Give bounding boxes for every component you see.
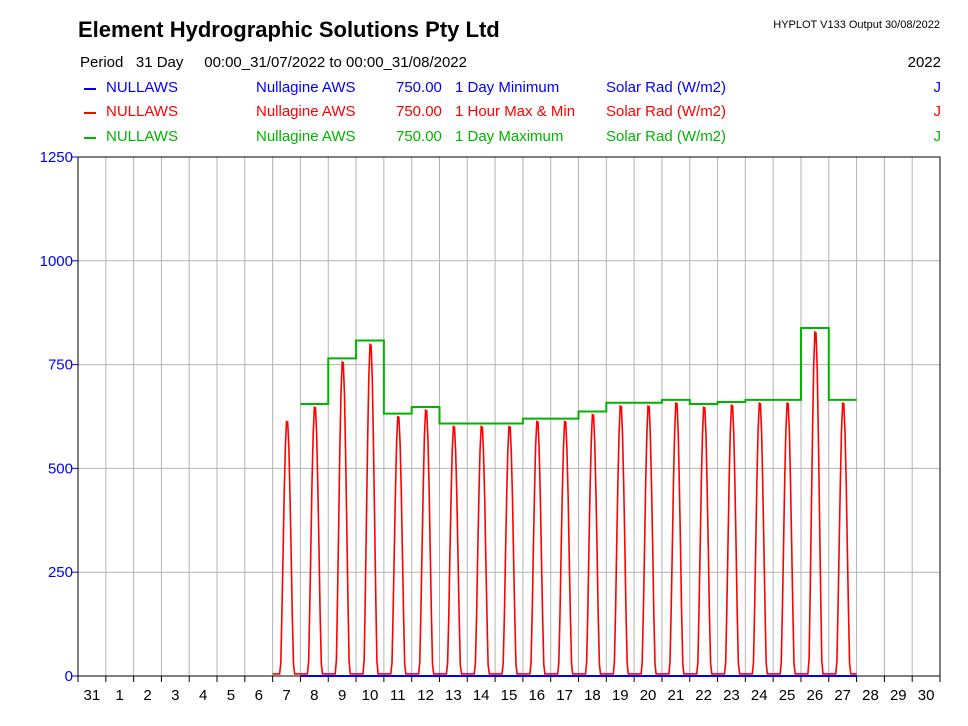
x-tick-label: 20 xyxy=(640,687,657,704)
legend-swatch xyxy=(84,137,96,139)
x-tick-label: 6 xyxy=(255,687,263,704)
x-tick-label: 22 xyxy=(695,687,712,704)
y-tick-label: 1000 xyxy=(40,253,73,270)
output-version: HYPLOT V133 Output 30/08/2022 xyxy=(773,19,940,31)
y-tick-label: 750 xyxy=(48,357,73,374)
legend-station: NULLAWS xyxy=(106,79,178,96)
x-tick-label: 17 xyxy=(556,687,573,704)
legend-parameter: Solar Rad (W/m2) xyxy=(606,79,727,96)
x-tick-label: 30 xyxy=(918,687,935,704)
x-tick-label: 12 xyxy=(417,687,434,704)
x-tick-label: 15 xyxy=(501,687,518,704)
x-tick-label: 3 xyxy=(171,687,179,704)
legend-variable: 750.00 xyxy=(396,103,442,120)
x-tick-label: 21 xyxy=(667,687,684,704)
legend-variable: 750.00 xyxy=(396,79,442,96)
period-range: 00:00_31/07/2022 to 00:00_31/08/2022 xyxy=(204,54,467,71)
legend-aggregation: 1 Hour Max & Min xyxy=(455,103,576,120)
x-tick-label: 29 xyxy=(890,687,907,704)
legend-variable: 750.00 xyxy=(396,128,442,145)
x-tick-label: 1 xyxy=(116,687,124,704)
x-tick-label: 26 xyxy=(807,687,824,704)
chart-title: Element Hydrographic Solutions Pty Ltd xyxy=(78,17,500,42)
legend-row-hourly: NULLAWS Nullagine AWS 750.00 1 Hour Max … xyxy=(0,103,968,123)
x-tick-label: 31 xyxy=(84,687,101,704)
series-daily-maximum xyxy=(300,327,857,425)
x-tick-label: 8 xyxy=(310,687,318,704)
legend-swatch xyxy=(84,112,96,114)
legend-aggregation: 1 Day Minimum xyxy=(455,79,560,96)
x-tick-label: 14 xyxy=(473,687,490,704)
x-tick-label: 25 xyxy=(779,687,796,704)
y-tick-label: 1250 xyxy=(40,149,73,166)
x-tick-label: 5 xyxy=(227,687,235,704)
x-tick-label: 23 xyxy=(723,687,740,704)
legend-parameter: Solar Rad (W/m2) xyxy=(606,103,727,120)
legend-flag: J xyxy=(933,79,942,96)
y-tick-label: 0 xyxy=(65,668,73,685)
period-label: Period 31 Day xyxy=(80,54,184,71)
series-hourly-max-min xyxy=(272,330,857,675)
grid xyxy=(78,156,940,677)
legend-row-minimum: NULLAWS Nullagine AWS 750.00 1 Day Minim… xyxy=(0,79,968,99)
x-tick-label: 27 xyxy=(834,687,851,704)
legend-site: Nullagine AWS xyxy=(256,128,356,145)
x-tick-label: 10 xyxy=(362,687,379,704)
legend-parameter: Solar Rad (W/m2) xyxy=(606,128,727,145)
x-tick-label: 24 xyxy=(751,687,768,704)
x-tick-label: 11 xyxy=(390,687,406,704)
x-tick-label: 7 xyxy=(282,687,290,704)
period-info: Period 31 Day 00:00_31/07/2022 to 00:00_… xyxy=(80,54,467,71)
x-tick-label: 2 xyxy=(143,687,151,704)
y-tick-label: 250 xyxy=(48,564,73,581)
series-layer xyxy=(272,327,857,677)
x-tick-label: 9 xyxy=(338,687,346,704)
x-tick-label: 13 xyxy=(445,687,462,704)
x-tick-label: 28 xyxy=(862,687,879,704)
x-tick-label: 18 xyxy=(584,687,601,704)
y-tick-label: 500 xyxy=(48,460,73,477)
x-tick-label: 4 xyxy=(199,687,207,704)
legend-site: Nullagine AWS xyxy=(256,103,356,120)
legend-flag: J xyxy=(933,128,942,145)
legend-flag: J xyxy=(933,103,942,120)
legend-swatch xyxy=(84,88,96,90)
legend-station: NULLAWS xyxy=(106,103,178,120)
legend-row-maximum: NULLAWS Nullagine AWS 750.00 1 Day Maxim… xyxy=(0,128,968,148)
legend-aggregation: 1 Day Maximum xyxy=(455,128,564,145)
x-tick-label: 19 xyxy=(612,687,629,704)
x-tick-label: 16 xyxy=(528,687,545,704)
year-label: 2022 xyxy=(907,54,941,71)
legend-station: NULLAWS xyxy=(106,128,178,145)
legend-site: Nullagine AWS xyxy=(256,79,356,96)
